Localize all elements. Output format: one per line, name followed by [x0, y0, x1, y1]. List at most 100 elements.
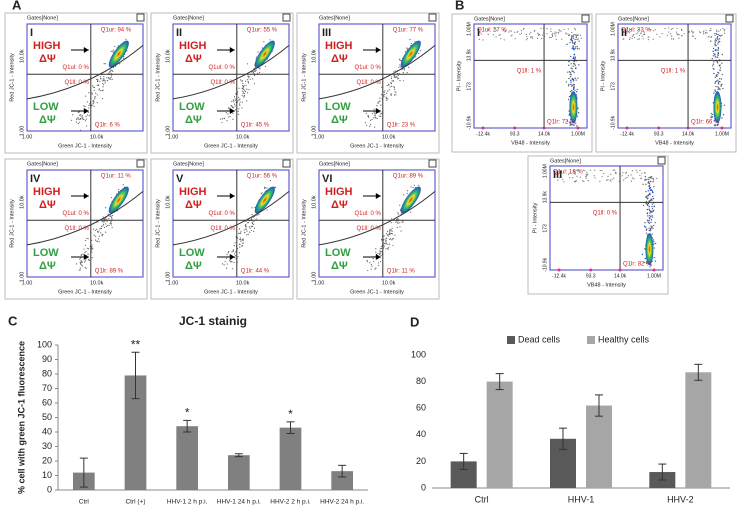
event-dot [269, 180, 271, 182]
event-dot [710, 35, 713, 38]
bar [176, 426, 199, 490]
event-dot [716, 30, 718, 33]
event-dot [648, 28, 650, 30]
event-dot [221, 118, 224, 120]
event-dot [109, 78, 111, 80]
event-dot [637, 32, 639, 34]
event-dot [375, 267, 377, 269]
quadrant-ll: Q1ll: 0 % [210, 80, 235, 86]
event-dot [247, 222, 249, 224]
arrow-head [375, 254, 381, 260]
event-dot [718, 80, 720, 83]
event-dot [710, 115, 712, 117]
event-dot [548, 36, 551, 39]
event-dot [652, 210, 655, 212]
event-dot [84, 95, 87, 97]
event-dot [519, 33, 521, 35]
event-dot [101, 235, 103, 237]
event-dot [721, 73, 724, 76]
event-dot [711, 116, 714, 118]
event-dot [719, 88, 721, 90]
event-dot [607, 175, 609, 177]
event-dot [571, 35, 573, 37]
event-dot [668, 31, 670, 33]
event-dot [523, 27, 525, 30]
event-dot [393, 85, 395, 88]
y-tick-label: 40 [42, 426, 52, 436]
event-dot [251, 214, 253, 216]
event-dot [670, 28, 672, 30]
event-dot [233, 103, 236, 105]
event-dot [529, 33, 531, 35]
event-dot [609, 179, 611, 181]
event-dot [102, 80, 104, 82]
event-dot [98, 241, 100, 243]
event-dot [410, 211, 412, 213]
event-dot [677, 33, 679, 36]
gate-curve [172, 191, 290, 246]
event-dot [400, 60, 402, 62]
event-dot [719, 35, 722, 37]
event-dot [374, 268, 376, 270]
event-dot [246, 100, 248, 102]
event-dot [101, 234, 103, 236]
event-dot [629, 28, 632, 31]
event-dot [570, 73, 572, 76]
event-dot [118, 188, 120, 191]
event-dot [694, 38, 696, 40]
event-dot [81, 264, 83, 266]
event-dot [412, 186, 414, 189]
y-tick-label: -10.9k [542, 257, 548, 271]
event-dot [79, 117, 81, 120]
plot-number: II [621, 27, 627, 39]
high-label: HIGH [325, 186, 353, 198]
y-tick-label: 173 [542, 224, 548, 233]
event-dot [224, 260, 226, 263]
density-cloud [400, 186, 421, 214]
event-dot [392, 80, 395, 82]
event-dot [723, 32, 726, 34]
x-axis-label: Green JC-1 - Intensity [58, 143, 112, 149]
event-dot [247, 75, 249, 77]
chart-title: JC-1 stainig [179, 314, 247, 328]
event-dot [651, 210, 653, 212]
quadrant-ll: Q1ll: 0 % [210, 226, 235, 232]
event-dot [374, 116, 376, 118]
event-dot [511, 34, 513, 36]
event-dot [569, 90, 572, 93]
event-dot [639, 38, 641, 40]
event-dot [570, 37, 573, 39]
event-dot [703, 33, 705, 35]
event-dot [569, 172, 571, 174]
event-dot [83, 105, 85, 107]
event-dot [109, 221, 112, 223]
event-dot [574, 33, 576, 36]
event-dot [106, 220, 108, 222]
event-dot [241, 107, 243, 109]
event-dot [408, 66, 410, 68]
event-dot [98, 235, 100, 237]
event-dot [98, 230, 100, 232]
quadrant-ul: Q1ul: 0 % [208, 65, 235, 71]
event-dot [374, 112, 376, 115]
event-dot [377, 253, 379, 255]
event-dot [649, 212, 651, 214]
event-dot [572, 70, 574, 73]
event-dot [390, 94, 392, 96]
density-cloud [254, 186, 275, 214]
event-dot [572, 56, 575, 58]
event-dot [84, 244, 87, 246]
event-dot [243, 95, 245, 97]
event-dot [83, 118, 85, 121]
event-dot [505, 30, 507, 32]
event-dot [266, 187, 268, 189]
event-dot [510, 30, 513, 32]
event-dot [385, 248, 387, 250]
event-dot [555, 32, 557, 34]
event-dot [97, 238, 100, 240]
event-dot [225, 112, 228, 114]
event-dot [653, 30, 655, 32]
axis-marker [686, 126, 690, 130]
event-dot [552, 32, 554, 34]
